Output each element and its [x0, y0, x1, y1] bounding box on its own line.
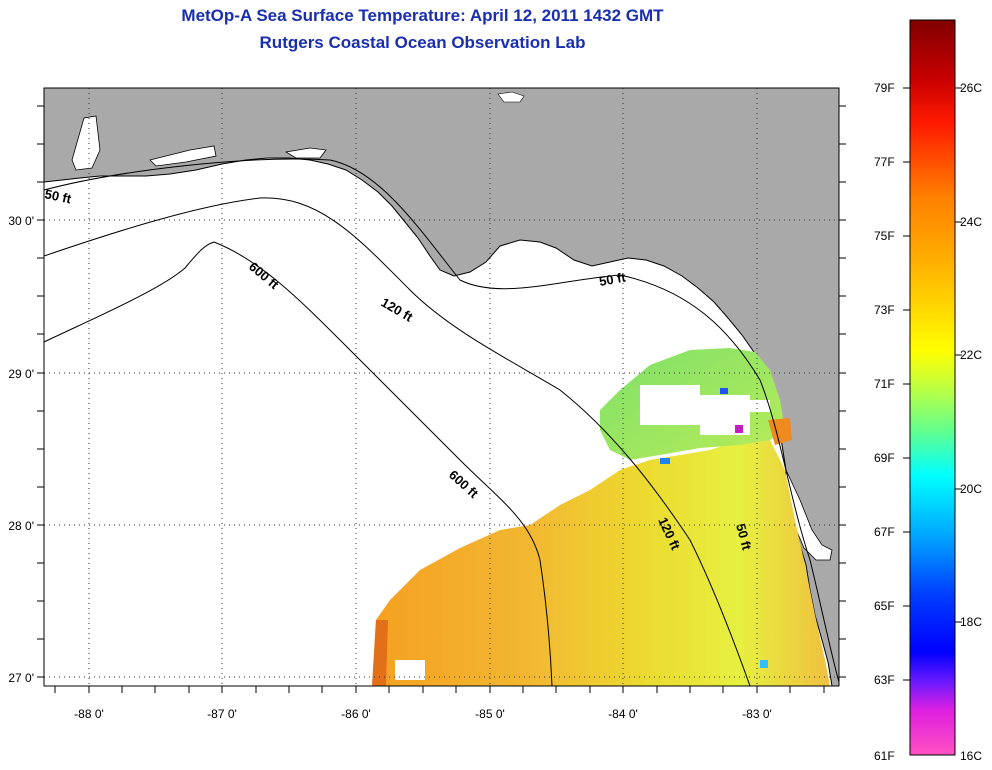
y-tick-label: 30 0' — [8, 214, 34, 228]
sst-warm-strip — [372, 620, 388, 686]
map-frame — [43, 87, 840, 687]
tick-marks — [37, 105, 846, 693]
f-label: 69F — [874, 451, 895, 465]
chart-title: MetOp-A Sea Surface Temperature: April 1… — [181, 6, 664, 25]
bay-st-andrew — [284, 147, 327, 159]
x-tick-label: -84 0' — [608, 707, 638, 721]
x-tick-label: -87 0' — [207, 707, 237, 721]
f-label: 61F — [874, 749, 895, 763]
sst-warm-patch — [768, 418, 792, 445]
cloud-gap — [395, 660, 425, 680]
contour-50ft — [44, 158, 839, 685]
colorbar-gradient — [909, 19, 956, 756]
x-tick-label: -88 0' — [74, 707, 104, 721]
colorbar-ticks — [903, 87, 962, 681]
f-label: 71F — [874, 377, 895, 391]
x-tick-label: -83 0' — [742, 707, 772, 721]
x-tick-label: -86 0' — [341, 707, 371, 721]
sst-data-orange — [372, 440, 830, 686]
contour-120ft — [44, 197, 751, 686]
contour-label-50ft-south: 50 ft — [733, 522, 755, 552]
cool-spot — [760, 660, 768, 668]
contour-label-50ft-west: 50 ft — [43, 186, 73, 206]
bay-choctawhatchee — [149, 145, 217, 167]
f-label: 79F — [874, 81, 895, 95]
y-tick-label: 28 0' — [8, 519, 34, 533]
f-label: 65F — [874, 599, 895, 613]
bay-pensacola — [71, 115, 101, 171]
colorbar — [903, 19, 962, 756]
f-label: 77F — [874, 155, 895, 169]
f-label: 75F — [874, 229, 895, 243]
f-label: 67F — [874, 525, 895, 539]
x-tick-label: -85 0' — [475, 707, 505, 721]
cool-spot — [660, 458, 670, 464]
y-tick-label: 27 0' — [8, 671, 34, 685]
f-label: 63F — [874, 673, 895, 687]
cloud-gap — [750, 400, 770, 412]
contour-label-50ft-east: 50 ft — [598, 269, 628, 289]
cool-spot — [720, 388, 728, 394]
f-label: 73F — [874, 303, 895, 317]
y-tick-label: 29 0' — [8, 367, 34, 381]
lake-inland — [497, 91, 525, 103]
contour-600ft — [44, 241, 553, 686]
cloud-gap — [640, 385, 700, 425]
sst-map[interactable]: 50 ft 50 ft 50 ft 120 ft 120 ft 600 ft 6… — [0, 0, 860, 770]
chart-subtitle: Rutgers Coastal Ocean Observation Lab — [259, 33, 586, 52]
cool-spot — [735, 425, 743, 433]
